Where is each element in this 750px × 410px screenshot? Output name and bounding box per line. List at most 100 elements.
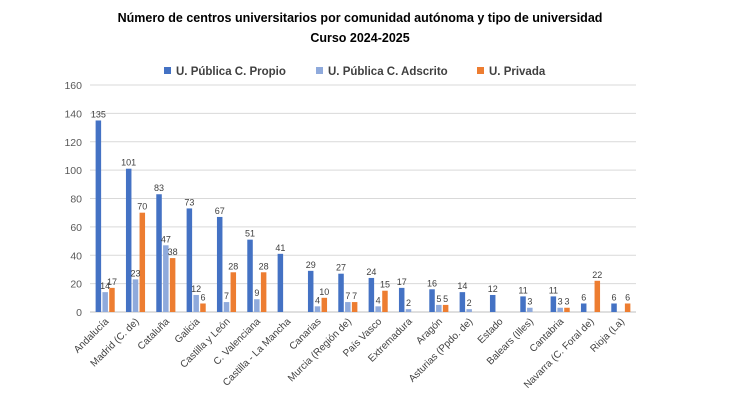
data-label: 4 [376,295,381,305]
bar [459,292,466,312]
bar [163,245,169,312]
bar [186,208,193,312]
bar [429,289,435,312]
bar [489,294,496,312]
data-label: 11 [549,285,558,295]
data-label: 11 [518,285,527,295]
bar [580,303,587,312]
legend-swatch-privada [477,67,484,74]
bar [223,302,230,312]
data-label: 6 [625,292,630,302]
bar [169,258,176,312]
bar [321,297,328,312]
data-label: 73 [184,197,194,207]
bar [550,296,557,312]
data-label: 17 [107,277,117,287]
data-label: 15 [380,280,390,290]
data-label: 3 [558,297,563,307]
data-label: 3 [564,297,569,307]
bar [624,303,631,312]
bar [527,307,533,312]
category-label: Cataluña [136,316,172,352]
bar [405,309,412,312]
data-label: 28 [259,261,269,271]
data-label: 29 [306,260,316,270]
bar [345,302,351,312]
y-tick-label: 160 [64,80,82,92]
data-label: 6 [200,292,205,302]
data-label: 7 [224,291,229,301]
bar [436,304,442,312]
bars [95,120,631,312]
y-tick-label: 0 [76,307,82,319]
data-label: 14 [100,281,110,291]
bar [307,270,314,312]
legend-label-privada: U. Privada [489,66,546,78]
bar [156,194,162,312]
legend-swatch-propio [164,67,171,74]
bar [102,292,108,312]
bar [314,306,321,312]
data-label: 51 [245,229,255,239]
data-label: 24 [366,267,376,277]
data-label: 67 [215,206,225,216]
data-label: 5 [443,294,448,304]
y-tick-label: 20 [70,279,82,291]
bar [557,307,563,312]
chart-title: Número de centros universitarios por com… [118,11,603,25]
data-label: 41 [275,243,285,253]
bar [109,287,115,312]
data-label: 7 [345,291,350,301]
bar [277,253,284,312]
data-label: 28 [228,261,238,271]
y-tick-label: 120 [64,137,82,149]
data-label: 2 [467,298,472,308]
bar [247,239,253,312]
bar [564,307,570,312]
y-tick-label: 60 [70,222,82,234]
bar [338,273,344,312]
bar [442,304,449,312]
data-label: 14 [457,281,467,291]
y-tick-label: 40 [70,250,82,262]
bar [230,272,237,312]
data-label: 16 [427,278,437,288]
bar [382,290,388,312]
data-label: 12 [191,284,201,294]
bar [375,306,381,312]
y-tick-label: 80 [70,194,82,206]
data-label: 101 [121,158,136,168]
data-label: 3 [527,297,532,307]
data-label: 17 [397,277,407,287]
bar [139,212,146,312]
data-label: 27 [336,263,346,273]
data-label: 70 [137,202,147,212]
data-label: 12 [488,284,498,294]
bar [368,277,375,312]
y-tick-label: 100 [64,165,82,177]
legend-swatch-adscrito [316,67,323,74]
bar [193,294,199,312]
y-tick-label: 140 [64,108,82,120]
legend-label-adscrito: U. Pública C. Adscrito [328,66,448,78]
data-label: 10 [319,287,329,297]
bar [351,302,358,312]
gridlines [90,84,636,313]
y-axis-ticks: 0 20 40 60 80 100 120 140 160 [64,80,82,319]
bar [398,287,405,312]
data-label: 135 [91,109,106,119]
data-label: 83 [154,183,164,193]
bar [260,272,267,312]
bar [132,279,139,312]
data-label: 6 [581,292,586,302]
bar [254,299,260,312]
bar [520,296,526,312]
chart-subtitle: Curso 2024-2025 [310,31,409,45]
data-label: 5 [436,294,441,304]
legend: U. Pública C. Propio U. Pública C. Adscr… [164,66,546,78]
data-label: 7 [352,291,357,301]
bar [216,216,223,312]
